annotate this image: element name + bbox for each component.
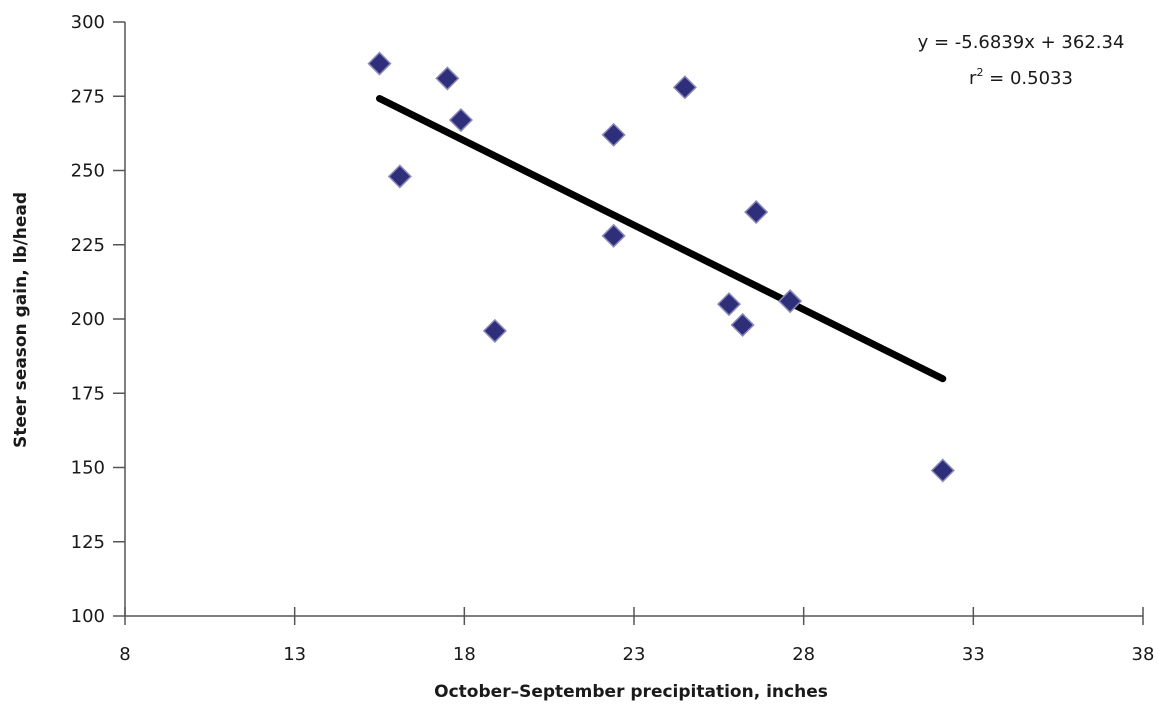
y-axis-title: Steer season gain, lb/head [11, 192, 31, 448]
data-points [367, 51, 955, 483]
y-tick-label: 175 [71, 383, 105, 404]
data-point [367, 51, 392, 76]
x-axis-title: October–September precipitation, inches [434, 682, 828, 702]
x-tick-label: 13 [283, 644, 306, 665]
y-axis-ticks: 100 125 150 175 200 225 250 275 300 [71, 12, 125, 627]
trendline [376, 95, 947, 383]
y-tick-label: 150 [71, 458, 105, 479]
data-point [601, 223, 626, 248]
trendline-equation: y = -5.6839x + 362.34 [918, 32, 1125, 53]
data-point [730, 312, 755, 338]
data-point [930, 458, 955, 483]
data-point [387, 164, 412, 189]
y-tick-label: 300 [71, 12, 105, 33]
data-point [778, 289, 803, 314]
data-point [601, 122, 626, 147]
data-point [448, 107, 474, 133]
y-tick-label: 100 [71, 606, 105, 627]
r2-superscript: 2 [976, 66, 983, 79]
data-point [716, 292, 742, 317]
y-tick-label: 275 [71, 86, 105, 107]
data-point [672, 75, 697, 100]
x-tick-label: 18 [453, 644, 476, 665]
y-tick-label: 225 [71, 235, 105, 256]
axes [124, 22, 1143, 617]
x-tick-label: 38 [1132, 644, 1155, 665]
data-point [435, 66, 460, 91]
data-point [482, 318, 507, 343]
x-axis-ticks: 8 13 18 23 28 33 38 [119, 607, 1154, 665]
r2-prefix: r [969, 68, 977, 89]
x-tick-label: 33 [962, 644, 985, 665]
x-tick-label: 23 [623, 644, 646, 665]
x-tick-label: 28 [792, 644, 815, 665]
y-tick-label: 200 [71, 309, 105, 330]
x-tick-label: 8 [119, 644, 130, 665]
r2-value: = 0.5033 [983, 68, 1073, 89]
r-squared-annotation: r2 = 0.5033 [969, 66, 1073, 89]
y-tick-label: 125 [71, 532, 105, 553]
y-tick-label: 250 [71, 161, 105, 182]
data-point [744, 200, 769, 225]
